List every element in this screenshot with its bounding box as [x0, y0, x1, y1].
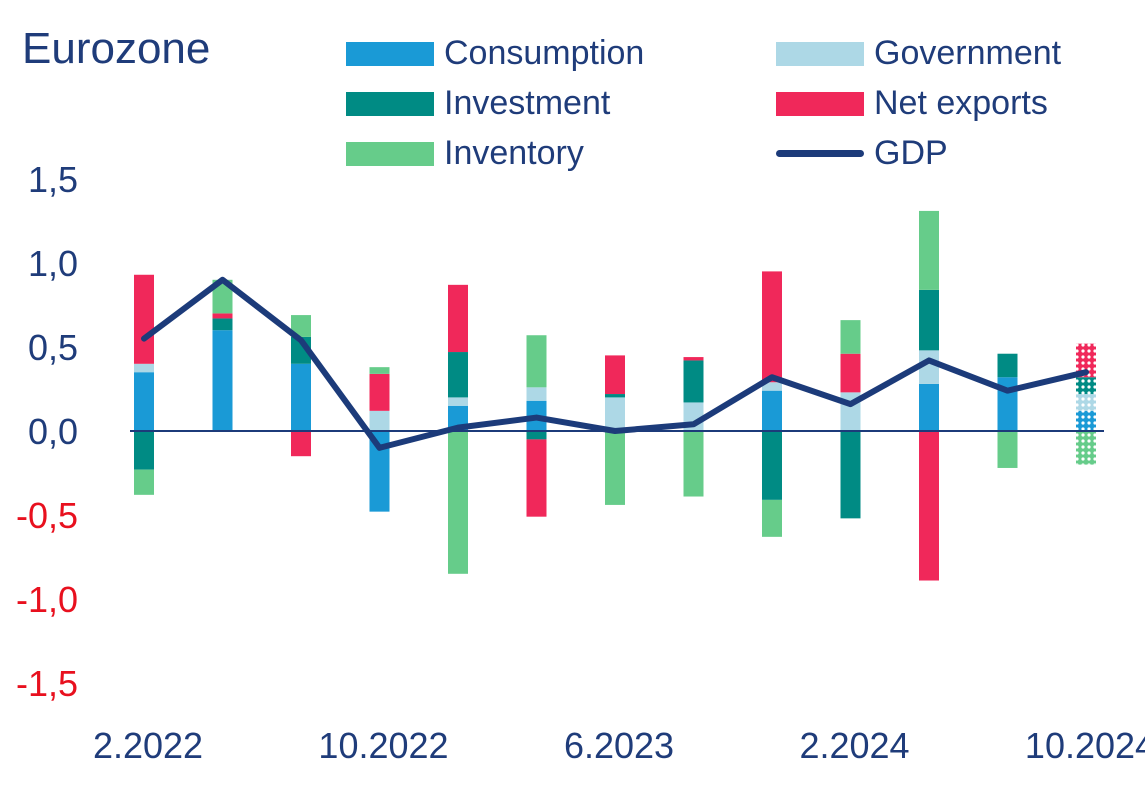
y-tick-label: -0,5 — [16, 495, 78, 536]
bar-segment — [212, 330, 233, 431]
gdp-line — [141, 276, 1089, 451]
bar-segment — [762, 390, 782, 431]
legend-net-exports: Net exports — [776, 84, 1048, 123]
bar-segment — [997, 431, 1018, 468]
bar-segment — [448, 284, 468, 353]
legend-label: Net exports — [874, 84, 1048, 122]
bar-segment — [605, 394, 625, 398]
bar-segment-pattern — [1076, 394, 1096, 411]
legend-gdp: GDP — [776, 134, 948, 173]
x-tick-label: 6.2023 — [564, 725, 674, 766]
y-tick-label: 1,5 — [28, 159, 78, 200]
bar-segment — [919, 210, 939, 290]
bar-segment — [840, 431, 861, 519]
bar-segment-pattern — [1076, 343, 1096, 378]
bar-segment — [526, 387, 547, 401]
bar-segment — [212, 318, 233, 331]
bar-segment-pattern — [1076, 410, 1096, 431]
bar-segment — [605, 397, 625, 431]
bar-segment — [134, 469, 154, 495]
chart-title: Eurozone — [22, 24, 211, 73]
bar-segment — [448, 352, 468, 398]
bar-segment — [762, 382, 782, 391]
bar-segment — [369, 410, 390, 431]
bar-segment — [762, 271, 782, 383]
legend-swatch — [346, 91, 434, 116]
legend-swatch — [776, 41, 864, 66]
bar-segment — [448, 431, 468, 574]
legend-swatch — [776, 91, 864, 116]
bar-segment — [448, 397, 468, 406]
bar-segment — [762, 499, 782, 537]
x-tick-label: 10.2024 — [1025, 725, 1145, 766]
bar-segment — [526, 439, 547, 517]
bar-segment — [840, 320, 861, 354]
bar-segment — [683, 360, 704, 403]
bar-segment — [919, 350, 939, 384]
bar-segment — [369, 367, 390, 374]
bar-segment — [291, 431, 311, 457]
bar-segment — [605, 355, 625, 395]
bar-segment — [762, 431, 782, 500]
legend-label: Consumption — [444, 34, 645, 72]
bar-segment — [369, 431, 390, 512]
legend-consumption: Consumption — [346, 34, 644, 73]
bar-segment — [919, 431, 939, 581]
legend-label: Inventory — [444, 134, 584, 172]
bar-segment — [840, 353, 861, 393]
legend-inventory: Inventory — [346, 134, 584, 173]
bar-segment — [997, 353, 1018, 378]
legend-swatch — [346, 141, 434, 166]
bar-segment — [134, 363, 154, 373]
x-tick-label: 2.2024 — [799, 725, 909, 766]
bar-segment — [526, 431, 547, 440]
bar-segment-pattern — [1076, 431, 1096, 465]
legend-government: Government — [776, 34, 1061, 73]
bar-segment — [605, 431, 625, 505]
bar-segment-pattern — [1076, 377, 1096, 395]
bar-segment — [526, 335, 547, 388]
bar-segment — [919, 383, 939, 431]
y-tick-label: 1,0 — [28, 243, 78, 284]
bar-segment — [291, 315, 311, 337]
bar-segment — [134, 372, 154, 431]
y-tick-label: -1,0 — [16, 579, 78, 620]
x-tick-label: 2.2022 — [93, 725, 203, 766]
x-tick-label: 10.2022 — [318, 725, 448, 766]
legend-label: GDP — [874, 134, 948, 172]
legend-label: Government — [874, 34, 1062, 72]
bar-segment — [919, 289, 939, 351]
bar-segment — [369, 373, 390, 411]
bar-segment — [212, 279, 233, 314]
y-tick-label: -1,5 — [16, 663, 78, 704]
y-tick-label: 0,5 — [28, 327, 78, 368]
y-tick-label: 0,0 — [28, 411, 78, 452]
bar-segment — [683, 431, 704, 497]
legend-swatch — [346, 41, 434, 66]
legend-line — [776, 150, 864, 157]
bar-segment — [134, 431, 154, 470]
bar-segment — [291, 363, 311, 431]
bar-segment — [134, 274, 154, 364]
legend-label: Investment — [444, 84, 611, 122]
bar-segment — [212, 313, 233, 319]
legend-investment: Investment — [346, 84, 610, 123]
bar-segment — [683, 357, 704, 361]
